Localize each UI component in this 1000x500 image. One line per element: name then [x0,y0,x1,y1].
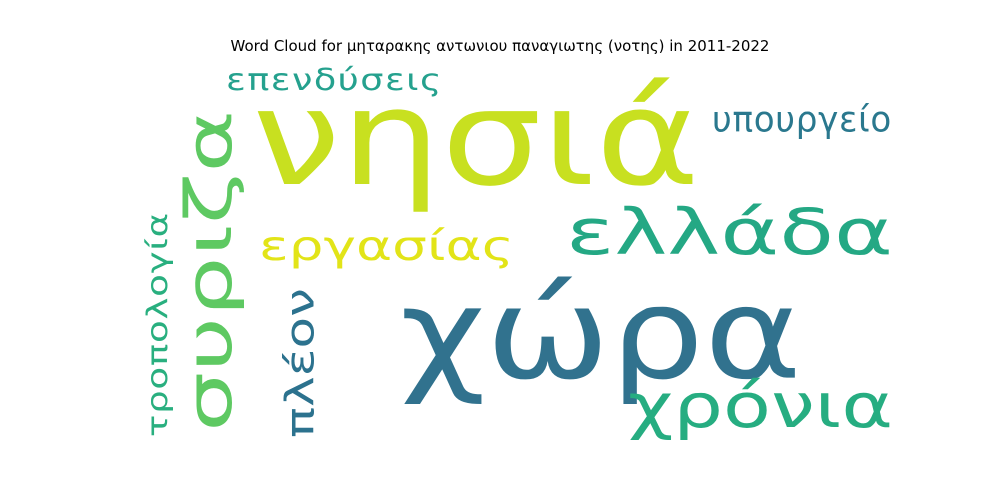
chart-title: Word Cloud for μηταρακης αντωνιου παναγι… [230,37,770,55]
word-3: συριζα [173,110,247,432]
word-5: εργασίας [259,223,514,270]
word-9: τροπολογία [141,212,174,437]
word-8: υπουργείο [712,99,892,141]
word-2: ελλάδα [566,196,893,269]
word-4: χρόνια [628,370,893,442]
word-1: νησιά [252,60,700,216]
word-6: πλέον [277,288,323,438]
word-0: χώρα [400,260,802,408]
word-7: επενδύσεις [226,62,443,97]
